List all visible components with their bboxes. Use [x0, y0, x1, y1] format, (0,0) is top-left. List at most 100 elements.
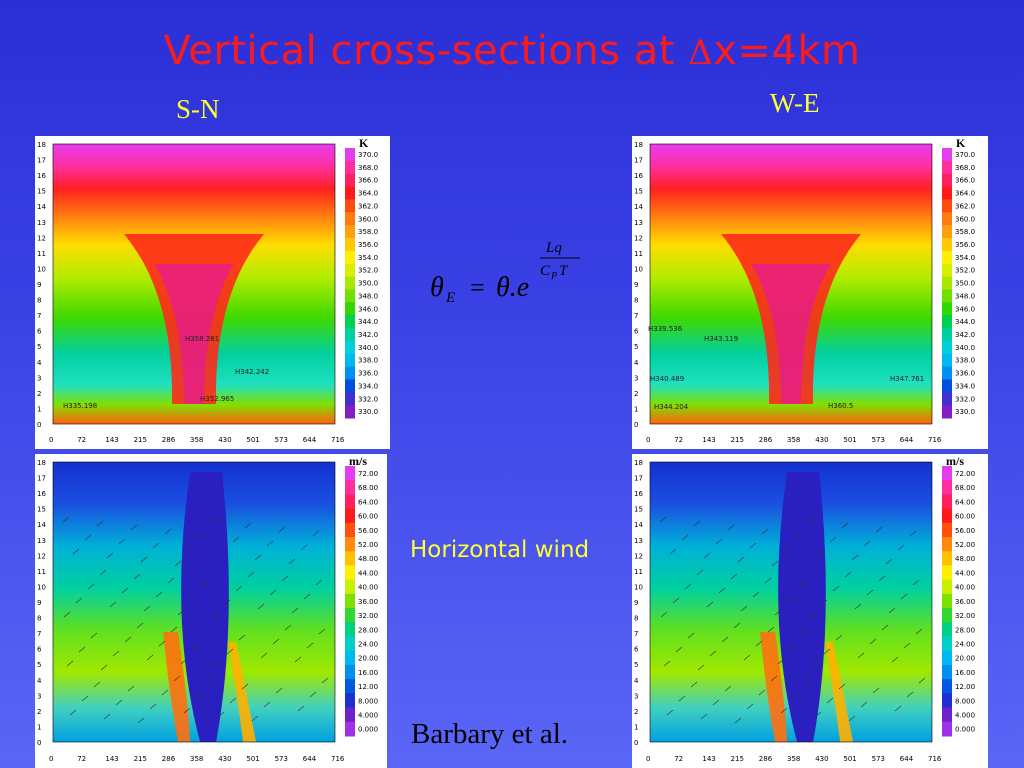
wind-arrow — [740, 605, 748, 612]
y-tick-label: 6 — [634, 328, 639, 336]
wind-arrow — [771, 560, 779, 567]
x-tick-label: 573 — [872, 755, 885, 763]
wind-arrow — [681, 534, 689, 541]
wind-arrow — [659, 516, 667, 523]
wind-arrow — [121, 587, 129, 594]
colorbar-swatch — [345, 160, 355, 175]
wind-arrow — [912, 579, 920, 586]
wind-arrow — [888, 607, 896, 614]
colorbar-swatch — [345, 565, 355, 581]
y-tick-label: 12 — [37, 234, 46, 242]
wind-core — [778, 472, 826, 742]
plume-inner — [154, 264, 234, 404]
colorbar-swatch — [942, 522, 952, 538]
wind-arrow — [238, 634, 246, 641]
y-tick-label: 9 — [37, 281, 41, 289]
wind-arrow — [690, 681, 698, 688]
colorbar-swatch — [942, 353, 952, 368]
wind-arrow — [136, 622, 144, 629]
slide-title: Vertical cross-sections at Δx=4km — [163, 28, 861, 74]
x-tick-label: 72 — [674, 436, 683, 444]
sn-wind-panel: 0 1 2 3 4 5 6 7 8 9 10 11 12 13 14 15 16 17 18 0 72 143 215 286… — [35, 454, 387, 768]
colorbar-label: 348.0 — [358, 292, 378, 300]
y-tick-label: 13 — [37, 537, 46, 545]
colorbar-swatch — [942, 302, 952, 316]
colorbar-swatch — [345, 494, 355, 510]
colorbar-label: 52.00 — [955, 541, 975, 549]
wind-arrow — [75, 597, 83, 604]
wind-arrow — [137, 717, 145, 724]
wind-arrow — [112, 650, 120, 657]
colorbar-label: 346.0 — [955, 305, 975, 313]
colorbar-label: 350.0 — [358, 280, 378, 288]
x-tick-label: 716 — [928, 436, 942, 444]
y-tick-label: 17 — [37, 475, 46, 483]
x-tick-label: 644 — [303, 436, 317, 444]
y-tick-label: 15 — [37, 506, 46, 514]
colorbar-label: 8.000 — [358, 697, 378, 705]
colorbar-swatch — [345, 225, 355, 239]
y-tick-label: 9 — [634, 281, 638, 289]
wind-arrow — [909, 530, 917, 537]
wind-arrow — [223, 599, 231, 606]
colorbar-label: 354.0 — [955, 254, 975, 262]
colorbar-label: 344.0 — [955, 318, 975, 326]
colorbar-label: 352.0 — [358, 267, 378, 275]
wind-arrow — [173, 675, 181, 682]
wind-arrow — [746, 703, 754, 710]
wind-arrow — [798, 581, 806, 588]
wind-arrow — [718, 587, 726, 594]
colorbar-swatch — [942, 466, 952, 481]
x-tick-label: 358 — [787, 755, 800, 763]
y-tick-label: 16 — [37, 490, 46, 498]
y-tick-label: 0 — [634, 739, 638, 747]
value-annotation: H358.261 — [185, 335, 219, 343]
wind-arrow — [841, 522, 849, 529]
wind-jet-left — [163, 632, 191, 742]
colorbar-swatch — [345, 250, 355, 265]
y-tick-label: 0 — [37, 421, 41, 429]
wind-arrow — [284, 624, 292, 631]
wind-arrow — [672, 597, 680, 604]
wind-arrow — [764, 577, 772, 584]
value-annotation: H339.536 — [648, 325, 683, 333]
value-annotation: H360.5 — [828, 402, 853, 410]
colorbar-label: 64.00 — [358, 498, 378, 506]
wind-jet-right — [825, 642, 854, 742]
wind-arrow — [93, 681, 101, 688]
x-tick-label: 644 — [900, 436, 914, 444]
y-tick-label: 17 — [634, 475, 643, 483]
wind-arrow — [254, 554, 262, 561]
wind-arrow — [106, 552, 114, 559]
colorbar-swatch — [345, 622, 355, 638]
wind-arrow — [152, 542, 160, 549]
colorbar-label: 350.0 — [955, 280, 975, 288]
colorbar-label: 368.0 — [358, 164, 378, 172]
colorbar-label: 358.0 — [955, 228, 975, 236]
colorbar-swatch — [942, 366, 952, 380]
colorbar-label: 366.0 — [358, 177, 378, 185]
colorbar-label: 20.00 — [955, 655, 975, 663]
y-tick-label: 17 — [634, 157, 643, 165]
wind-arrow — [826, 697, 834, 704]
x-tick-label: 430 — [815, 755, 828, 763]
value-annotation: H347.761 — [890, 375, 924, 383]
colorbar-swatch — [942, 379, 952, 393]
colorbar-label: 362.0 — [955, 202, 975, 210]
y-tick-label: 1 — [37, 723, 41, 731]
wind-arrow — [232, 536, 240, 543]
theta-e-formula: θ E = θ.e Lq C P T — [418, 232, 598, 316]
y-tick-label: 7 — [37, 312, 41, 320]
wind-arrow — [770, 675, 778, 682]
unit-label: m/s — [946, 454, 964, 468]
colorbar-swatch — [345, 650, 355, 666]
unit-label: K — [956, 136, 966, 150]
colorbar-label: 24.00 — [358, 640, 378, 648]
wind-arrow — [693, 520, 701, 527]
wind-arrow — [807, 518, 815, 525]
colorbar-swatch — [345, 679, 355, 694]
colorbar-swatch — [942, 250, 952, 265]
colorbar-swatch — [345, 608, 355, 623]
colorbar-label: 12.00 — [358, 683, 378, 691]
wind-arrow — [211, 613, 219, 620]
